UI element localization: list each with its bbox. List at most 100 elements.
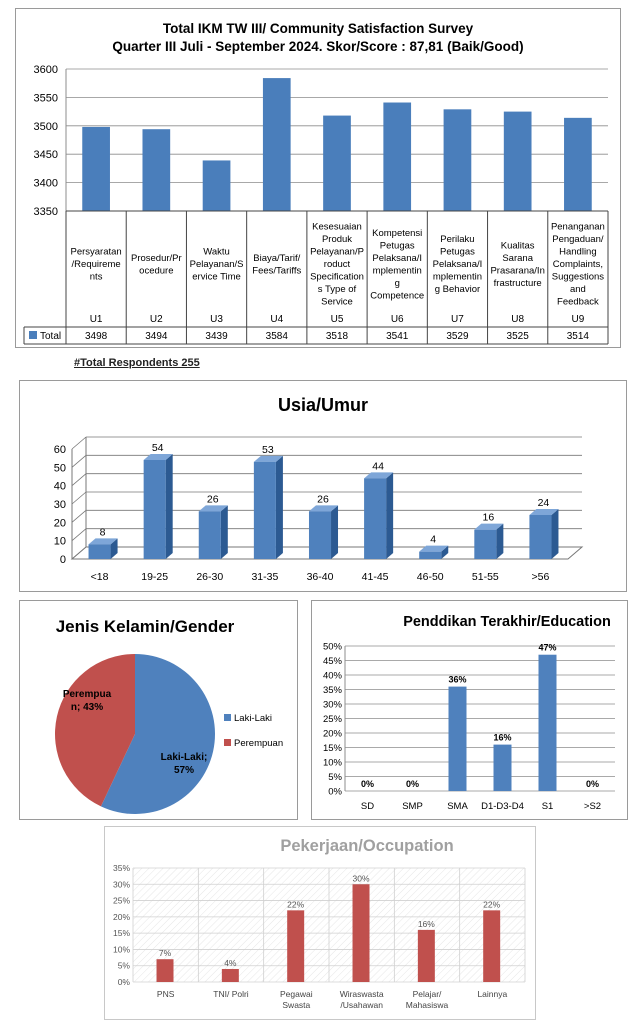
bar-top [88, 538, 118, 545]
y-tick-label: 25% [323, 714, 343, 725]
chart-title: Penddikan Terakhir/Education [403, 614, 611, 630]
gridline-depth [71, 436, 87, 450]
x-tick-label: S1 [542, 801, 554, 812]
bar-occ-3 [352, 884, 370, 982]
bar-edu-4 [538, 654, 557, 791]
category-code: U3 [210, 314, 223, 325]
bar-side [441, 545, 449, 559]
legend-label: Laki-Laki [234, 713, 272, 724]
category-description: Kompetensi Petugas Pelaksana/I mplementin g C… [370, 228, 424, 302]
y-tick-label: 3450 [34, 149, 58, 161]
x-tick-label: 31-35 [251, 571, 278, 583]
ikm-chart-panel: Total IKM TW III/ Community Satisfaction… [15, 8, 621, 348]
bar-u7 [443, 109, 472, 211]
chart-title: Jenis Kelamin/Gender [56, 617, 235, 636]
x-tick-label: Wiraswasta/Usahawan [340, 989, 384, 1010]
x-tick-label: 51-55 [472, 571, 499, 583]
ikm-chart: Total IKM TW III/ Community Satisfaction… [23, 21, 609, 345]
bar-occ-2 [287, 910, 305, 982]
y-tick-label: 3550 [34, 92, 58, 104]
gridline-depth [71, 455, 87, 468]
bar-top [419, 545, 449, 552]
y-tick-label: 20% [323, 729, 343, 740]
data-label: 16% [493, 733, 511, 743]
y-tick-label: 40 [54, 481, 66, 493]
gridline-depth [71, 528, 87, 541]
bar-edu-2 [448, 686, 467, 791]
x-tick-label: Pelajar/Mahasiswa [406, 989, 449, 1010]
x-tick-label: TNI/ Polri [213, 989, 249, 999]
bar-top [253, 455, 283, 462]
gridline-depth [71, 473, 87, 486]
x-tick-label: >S2 [584, 801, 601, 812]
data-table-value: 3525 [507, 331, 530, 342]
legend-swatch [224, 714, 231, 721]
category-code: U6 [391, 314, 404, 325]
data-label: 53 [262, 444, 274, 456]
bar-side [110, 538, 118, 559]
data-label: 26 [317, 493, 329, 505]
bar-top [308, 505, 339, 512]
education-chart-panel: Penddikan Terakhir/Education 0% 5% 10% 15% 20… [311, 600, 628, 820]
data-label: 36% [448, 675, 466, 685]
y-tick-label: 35% [323, 685, 343, 696]
category-description: Persyaratan/Requireme nts [70, 247, 121, 283]
bar-u2 [142, 129, 171, 211]
occupation-chart-panel: Pekerjaan/Occupation 0% 5% 10% 15% 20% 25% 30% 3… [104, 826, 536, 1020]
y-tick-label: 10% [323, 758, 343, 769]
data-table-value: 3439 [205, 331, 228, 342]
y-tick-label: 0% [328, 787, 342, 798]
data-label: 24 [538, 497, 550, 509]
x-tick-label: 46-50 [417, 571, 444, 583]
pie-slice-perempuan [54, 654, 135, 807]
data-label: 26 [207, 493, 219, 505]
y-tick-label: 10 [54, 536, 66, 548]
occupation-chart: Pekerjaan/Occupation 0% 5% 10% 15% 20% 25% 30% 3… [113, 837, 526, 1010]
data-label: 54 [152, 442, 164, 454]
y-tick-label: 30% [323, 700, 343, 711]
bar-occ-0 [156, 959, 174, 982]
bar-edu-3 [493, 744, 512, 791]
category-code: U9 [571, 314, 584, 325]
slice-label: Laki-Laki; 57% [161, 752, 208, 776]
bar-side [220, 505, 228, 559]
bar-top [364, 472, 394, 479]
bar-side [275, 455, 283, 559]
category-code: U4 [270, 314, 283, 325]
bar-side [386, 472, 394, 559]
gridline-depth [71, 510, 87, 523]
x-tick-label: 19-25 [141, 571, 168, 583]
x-tick-label: >56 [532, 571, 550, 583]
chart-subtitle: Quarter III Juli - September 2024. Skor/… [112, 39, 523, 54]
data-label: 22% [483, 899, 500, 909]
bar-u6 [383, 102, 412, 211]
bar-top [529, 509, 559, 515]
x-tick-label: <18 [91, 571, 109, 583]
bar-occ-5 [483, 910, 501, 982]
y-tick-label: 15% [113, 928, 130, 938]
data-table-value: 3529 [446, 331, 469, 342]
data-label: 22% [287, 899, 304, 909]
data-label: 16% [418, 919, 435, 929]
bar-side [165, 454, 173, 559]
bar-occ-1 [221, 968, 239, 982]
pie-slice-laki-laki [100, 654, 215, 814]
bar-side [331, 505, 339, 559]
y-tick-label: 60 [54, 444, 66, 456]
slice-label: Perempua n; 43% [63, 689, 112, 713]
y-tick-label: 3400 [34, 178, 58, 190]
bar-u1 [82, 126, 110, 211]
y-tick-label: 3350 [34, 206, 58, 218]
bar-u5 [323, 115, 351, 211]
category-description: Waktu Pelayanan/S ervice Time [190, 247, 244, 283]
data-table-value: 3584 [266, 331, 289, 342]
age-chart: Usia/Umur 0 10 20 30 40 50 60 8 <18 54 19-25 26 26-30… [54, 395, 584, 583]
x-tick-label: PNS [157, 989, 175, 999]
y-tick-label: 5% [118, 961, 131, 971]
y-tick-label: 3600 [34, 64, 58, 76]
data-label: 4 [430, 534, 436, 546]
data-label: 47% [538, 643, 556, 653]
y-tick-label: 35% [113, 863, 130, 873]
bar-u9 [564, 117, 592, 211]
bar-side [496, 523, 504, 559]
